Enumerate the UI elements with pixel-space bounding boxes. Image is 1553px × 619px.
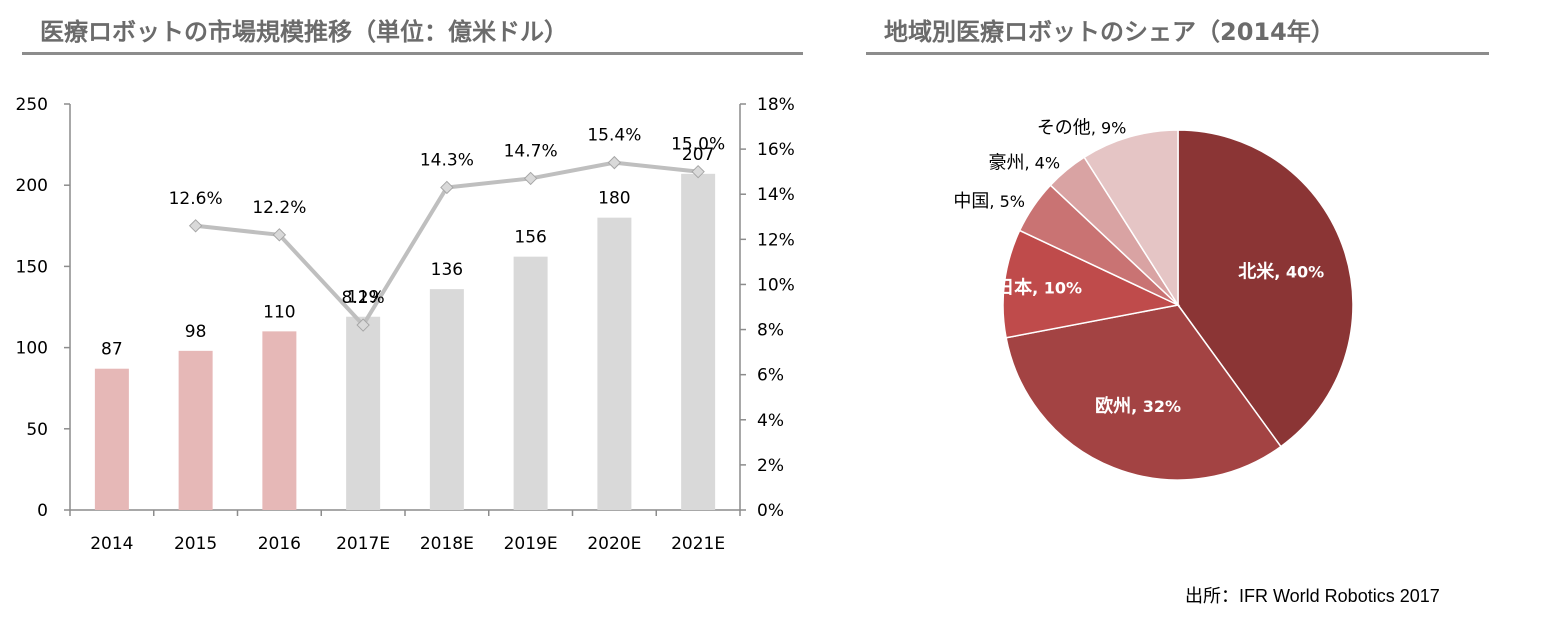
right-title-rule: [866, 52, 1489, 55]
right-y-tick-label: 2%: [757, 456, 784, 476]
bar-2020E: [597, 217, 632, 510]
bar-2017E: [346, 316, 381, 510]
bar-2021E: [681, 173, 716, 510]
x-tick-label: 2015: [174, 534, 217, 554]
right-y-tick-label: 14%: [757, 185, 795, 205]
growth-rate-marker: [607, 155, 622, 170]
bar-2019E: [513, 256, 548, 510]
pie-slice-label: 豪州, 4%: [989, 152, 1061, 173]
bar-2014: [94, 368, 129, 510]
growth-rate-label: 8.2%: [342, 288, 385, 308]
bar-value-label: 136: [431, 260, 463, 280]
x-tick-label: 2014: [90, 534, 133, 554]
bar-2016: [262, 331, 297, 510]
pie-slice-6: [1083, 129, 1179, 308]
x-tick-label: 2020E: [587, 534, 641, 554]
growth-rate-label: 12.2%: [252, 198, 306, 218]
source-text: IFR World Robotics 2017: [1239, 586, 1440, 606]
growth-rate-marker: [272, 228, 287, 242]
pie-slice-4: [1018, 184, 1179, 306]
left-y-tick-label: 150: [16, 257, 48, 277]
left-y-tick-label: 0: [37, 501, 48, 521]
growth-rate-label: 12.6%: [169, 189, 223, 209]
growth-rate-label: 15.4%: [587, 126, 641, 146]
growth-rate-label: 14.7%: [504, 141, 558, 161]
pie-slice-label: その他, 9%: [1037, 117, 1127, 138]
growth-rate-marker: [523, 171, 538, 186]
growth-rate-marker: [440, 180, 454, 195]
growth-rate-label: 15.0%: [671, 135, 725, 155]
bar-value-label: 207: [682, 145, 714, 165]
right-y-tick-label: 8%: [757, 321, 784, 341]
growth-rate-label: 14.3%: [420, 150, 474, 170]
source-note: 出所：IFR World Robotics 2017: [1185, 582, 1440, 608]
bar-value-label: 119: [347, 288, 379, 308]
pie-slice-label: 欧州, 32%: [1095, 395, 1181, 417]
x-tick-label: 2021E: [671, 534, 725, 554]
left-title-rule: [22, 52, 803, 55]
growth-rate-marker: [188, 219, 203, 233]
pie-slice-2: [1005, 304, 1282, 481]
market-size-combo-chart: 0 50 100 150 200 250 0% 2% 4% 6% 8% 10% 12% 14% 16% 18%…: [16, 95, 795, 554]
right-y-tick-label: 16%: [757, 140, 795, 160]
pie-slice-label: 北米, 40%: [1238, 260, 1324, 282]
left-y-tick-label: 100: [16, 339, 48, 359]
left-y-tick-label: 250: [16, 95, 48, 115]
right-chart-title: 地域別医療ロボットのシェア（2014年）: [884, 18, 1335, 46]
right-y-tick-label: 4%: [757, 411, 784, 431]
source-label: 出所：: [1185, 586, 1239, 606]
bar-value-label: 156: [514, 228, 546, 248]
bar-2018E: [429, 289, 464, 510]
left-y-tick-label: 50: [26, 420, 48, 440]
pie-slice-5: [1049, 156, 1179, 306]
bar-value-label: 180: [598, 189, 630, 209]
pie-slice-label: 日本, 10%: [996, 276, 1082, 298]
bar-2015: [178, 350, 213, 510]
right-y-tick-label: 0%: [757, 501, 784, 521]
pie-slice-1: [1177, 129, 1354, 448]
bar-value-label: 87: [101, 340, 123, 360]
left-y-tick-label: 200: [16, 176, 48, 196]
right-y-tick-label: 18%: [757, 95, 795, 115]
right-y-tick-label: 12%: [757, 230, 795, 250]
growth-rate-marker: [356, 318, 370, 332]
bar-value-label: 98: [185, 322, 207, 342]
right-y-tick-label: 6%: [757, 366, 784, 386]
x-tick-label: 2019E: [504, 534, 558, 554]
right-y-tick-label: 10%: [757, 275, 795, 295]
x-tick-label: 2017E: [336, 534, 390, 554]
x-tick-label: 2018E: [420, 534, 474, 554]
bar-value-label: 110: [263, 302, 295, 322]
pie-slice-3: [1002, 229, 1181, 339]
left-chart-title: 医療ロボットの市場規模推移（単位：億米ドル）: [40, 18, 568, 46]
x-tick-label: 2016: [258, 534, 301, 554]
growth-rate-marker: [691, 164, 705, 179]
pie-slice-label: 中国, 5%: [953, 191, 1025, 212]
